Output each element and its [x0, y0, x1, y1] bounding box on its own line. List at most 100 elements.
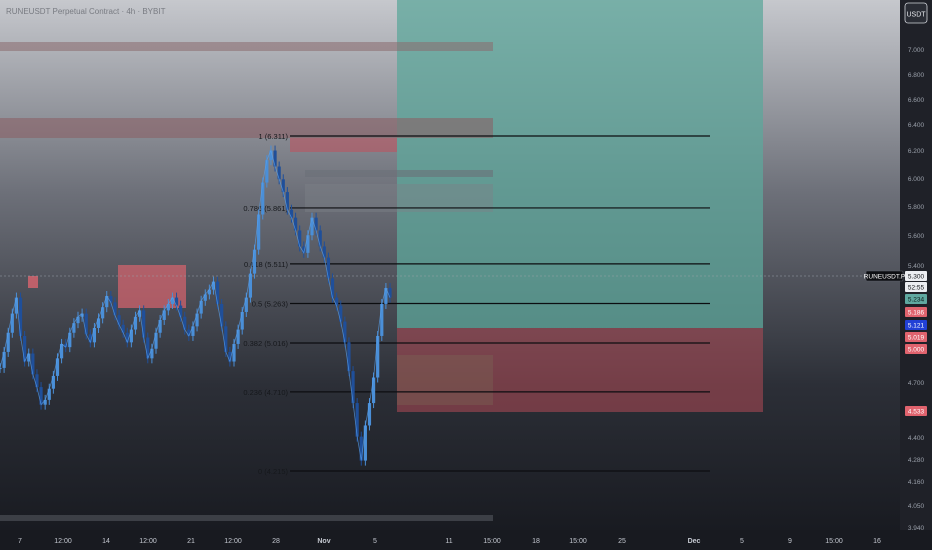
- candle-body: [27, 353, 31, 362]
- x-tick-label: 9: [788, 538, 792, 545]
- fib-level-label: 0 (4.215): [258, 467, 289, 476]
- x-tick-label: 12:00: [54, 538, 72, 545]
- price-axis[interactable]: 7.000 6.800 6.600 6.400 6.200 6.000 5.800 5.600…: [908, 47, 925, 532]
- candle-body: [244, 297, 248, 312]
- candle-body: [51, 375, 55, 389]
- position-target-zone[interactable]: [397, 0, 763, 328]
- candle-body: [121, 324, 125, 333]
- currency-button-label[interactable]: USDT: [906, 12, 926, 19]
- candle-body: [0, 367, 2, 370]
- candle-body: [236, 329, 240, 344]
- candle-body: [158, 319, 162, 333]
- fib-level-label: 0.382 (5.016): [243, 339, 288, 348]
- x-tick-label: 15:00: [483, 538, 501, 545]
- candle-body: [343, 321, 347, 343]
- candle-body: [150, 348, 154, 359]
- currency-button[interactable]: USDT: [904, 2, 928, 24]
- candle-body: [88, 334, 92, 343]
- price-tag-label: 5.019: [908, 335, 925, 342]
- candle-body: [10, 313, 14, 333]
- x-tick-label: 25: [618, 538, 626, 545]
- y-tick-label: 4.400: [908, 435, 925, 442]
- candle-body: [380, 303, 384, 336]
- candle-body: [199, 300, 203, 314]
- candle-body: [261, 182, 265, 215]
- candle-body: [191, 326, 195, 336]
- y-tick-label: 6.000: [908, 176, 925, 183]
- y-tick-label: 4.700: [908, 380, 925, 387]
- candle-body: [306, 235, 310, 253]
- price-series: [0, 145, 392, 466]
- candle-body: [125, 332, 129, 343]
- x-tick-label: 16: [873, 538, 881, 545]
- candle-body: [154, 332, 158, 349]
- price-tag-frame: [865, 270, 904, 282]
- candle-body: [129, 329, 133, 343]
- candle-body: [2, 351, 6, 368]
- x-tick-label: 18: [532, 538, 540, 545]
- zone-box: [290, 138, 397, 152]
- y-tick-label: 5.600: [908, 233, 925, 240]
- candle-body: [257, 214, 261, 250]
- candle-body: [281, 179, 285, 193]
- candle-body: [314, 217, 318, 231]
- candle-body: [339, 305, 343, 322]
- candle-body: [277, 166, 281, 180]
- candle-body: [355, 403, 359, 437]
- candle-body: [252, 249, 257, 274]
- candle-body: [170, 297, 175, 304]
- fibonacci-retracement[interactable]: 1 (6.311) 0.786 (5.861) 0.618 (5.511) 0.5 (…: [243, 132, 710, 476]
- candle-body: [228, 351, 232, 362]
- candle-body: [371, 377, 376, 404]
- candle-body: [84, 313, 88, 335]
- price-tags: RUNEUSDT.P 5.300 52:55 5.234 5.186 5.121 5.019…: [864, 270, 927, 416]
- candle-body: [293, 217, 298, 231]
- price-tag-frame: [905, 307, 927, 317]
- y-tick-label: 4.160: [908, 479, 925, 486]
- candle-body: [310, 217, 314, 236]
- y-tick-label: 5.400: [908, 263, 925, 270]
- price-tag-frame: [905, 332, 927, 342]
- candle-body: [322, 246, 326, 258]
- candle-body: [101, 307, 105, 319]
- candle-body: [105, 295, 109, 308]
- candle-body: [232, 343, 236, 362]
- candle-body: [162, 310, 166, 320]
- y-tick-label: 6.800: [908, 72, 925, 79]
- candle-body: [351, 371, 355, 404]
- zone-box: [118, 265, 186, 308]
- candle-body: [166, 303, 170, 311]
- price-tag-label: 5.121: [908, 323, 925, 330]
- y-tick-label: 6.200: [908, 148, 925, 155]
- zone-box: [0, 42, 493, 51]
- candle-body: [76, 316, 80, 324]
- candle-body: [330, 278, 335, 298]
- candle-body: [68, 332, 72, 348]
- candle-body: [211, 281, 216, 290]
- candle-body: [183, 316, 187, 330]
- zone-box: [0, 515, 493, 521]
- x-tick-label: 7: [18, 538, 22, 545]
- x-tick-label: 5: [740, 538, 744, 545]
- y-tick-label: 4.050: [908, 503, 925, 510]
- price-tag-frame: [905, 282, 927, 292]
- y-tick-label: 7.000: [908, 47, 925, 54]
- candle-body: [174, 297, 179, 306]
- candle-body: [285, 192, 289, 210]
- candle-body: [6, 332, 10, 352]
- time-axis[interactable]: 7 12:00 14 12:00 21 12:00 28 Nov 5 11 15:00 18 15:00…: [18, 538, 881, 545]
- currency-button-frame[interactable]: [904, 2, 928, 24]
- position-stop-zone[interactable]: [397, 328, 763, 412]
- candle-body: [55, 358, 60, 376]
- candle-body: [109, 295, 113, 303]
- price-tag-frame: [905, 320, 927, 330]
- candle-body: [265, 160, 269, 183]
- candle-body: [273, 150, 277, 167]
- fib-level-label: 0.786 (5.861): [243, 204, 288, 213]
- zone-box: [397, 355, 493, 405]
- x-tick-label: 12:00: [139, 538, 157, 545]
- zone-box: [0, 118, 493, 138]
- candle-body: [240, 311, 244, 330]
